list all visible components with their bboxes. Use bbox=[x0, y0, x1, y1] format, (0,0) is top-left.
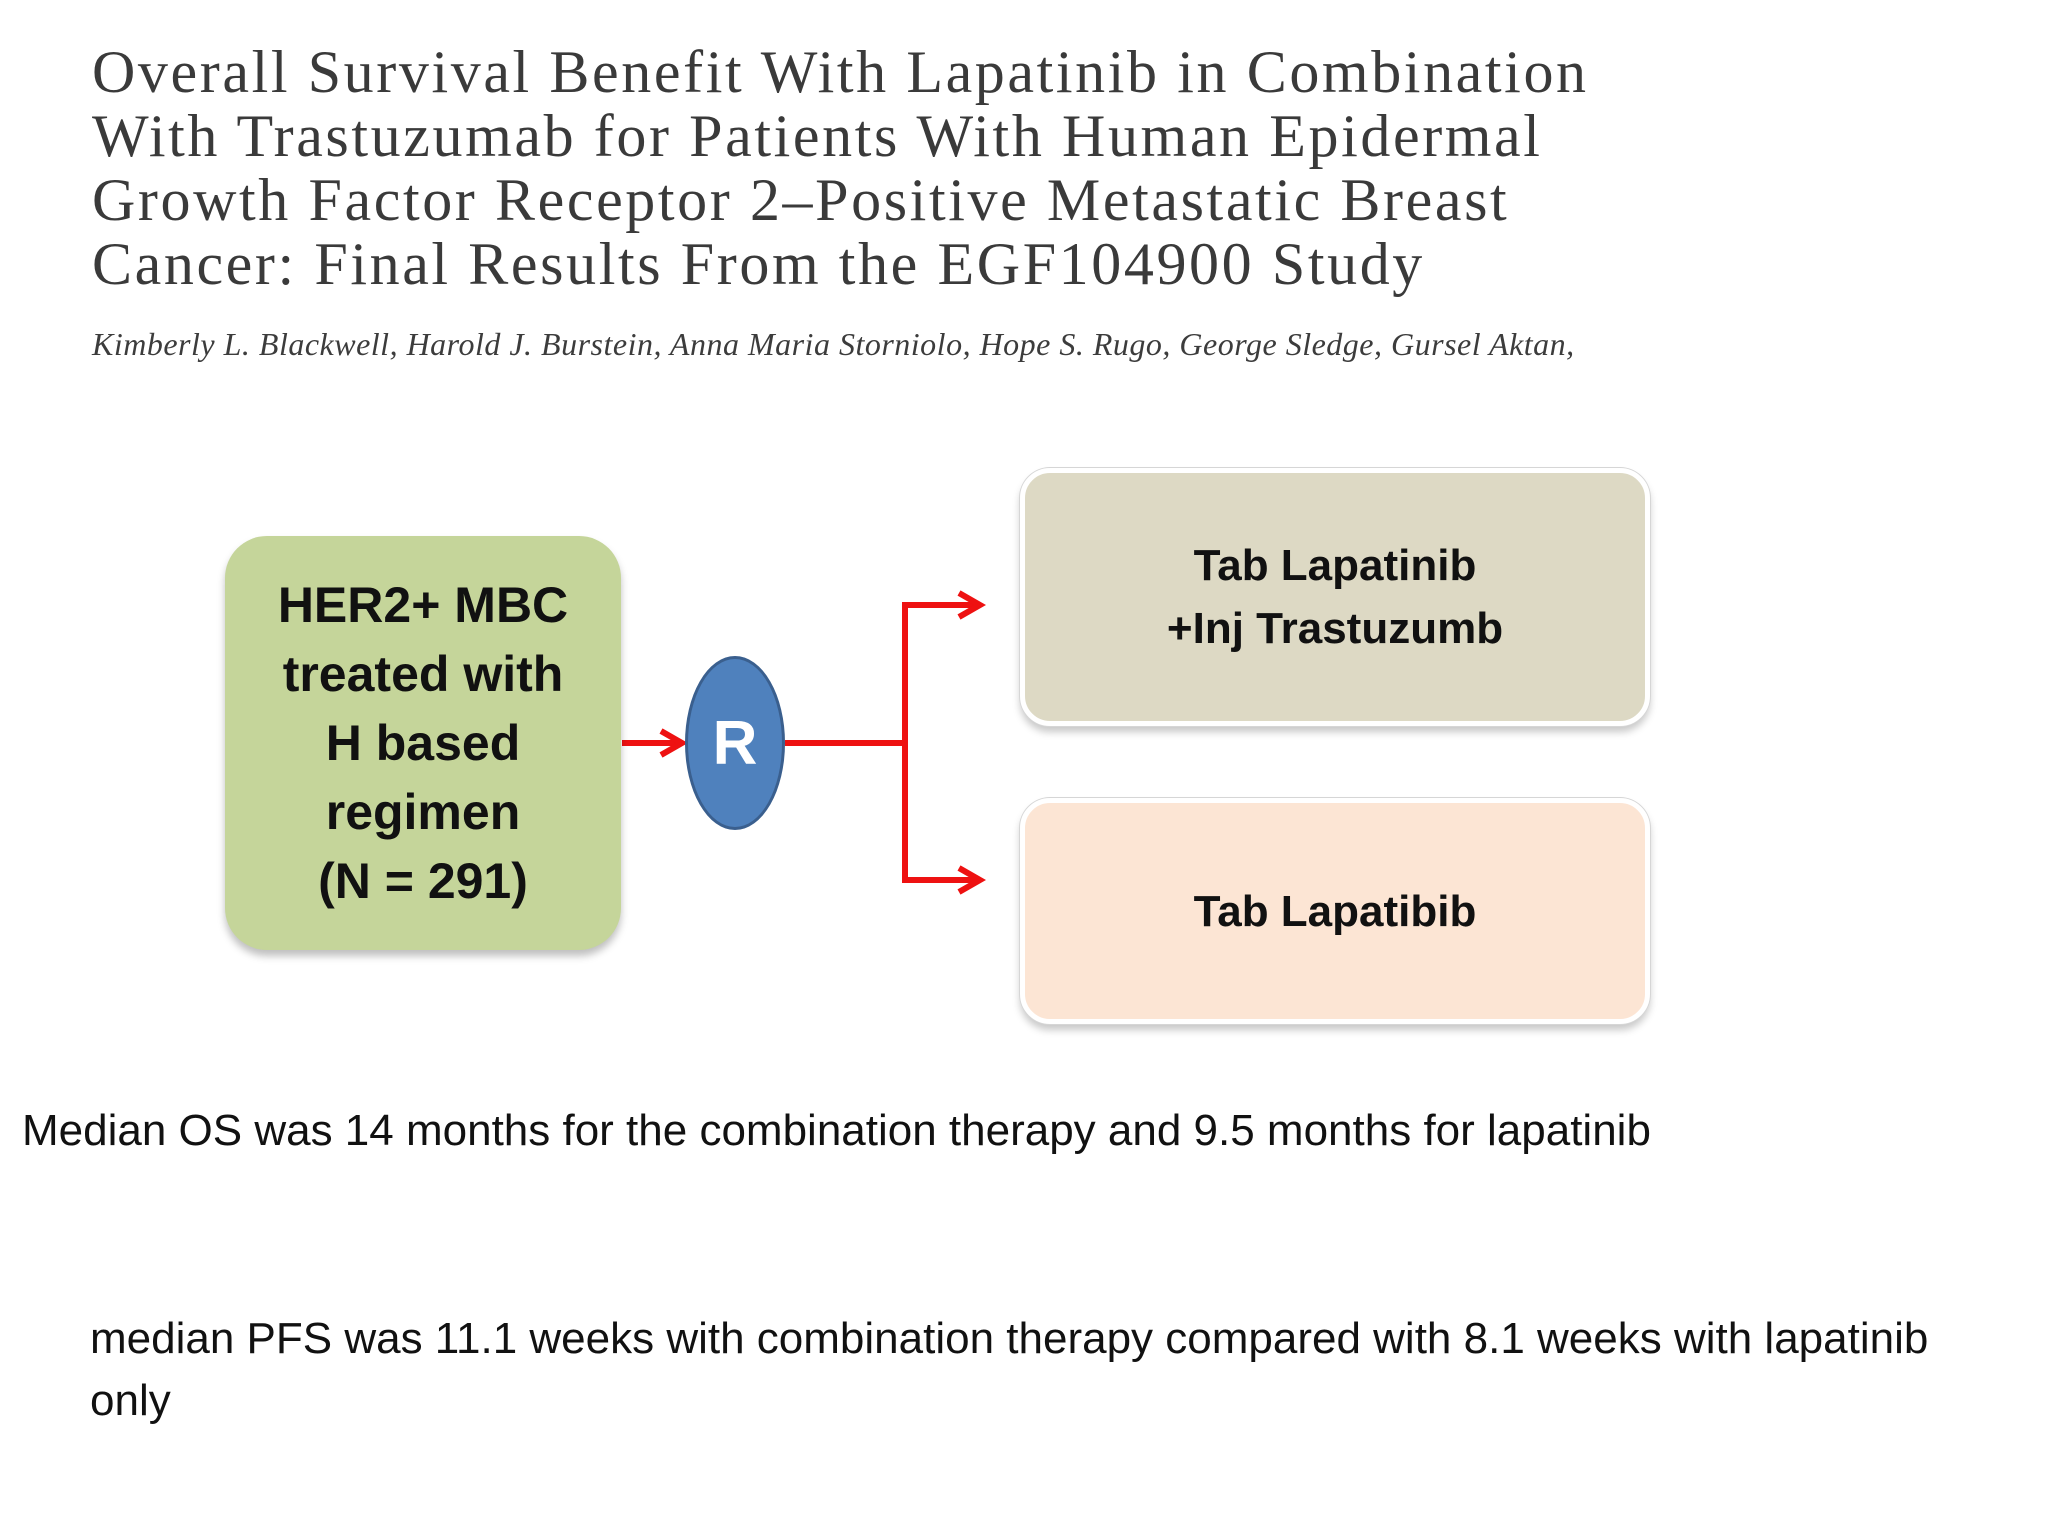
paper-title: Overall Survival Benefit With Lapatinib … bbox=[92, 40, 1992, 296]
title-line: With Trastuzumab for Patients With Human… bbox=[92, 103, 1543, 169]
population-line: treated with bbox=[282, 645, 564, 702]
randomization-node: R bbox=[685, 656, 785, 830]
arm-a-line: +Inj Trastuzumb bbox=[1166, 604, 1504, 653]
arm-monotherapy-box: Tab Lapatibib bbox=[1020, 798, 1650, 1024]
title-line: Growth Factor Receptor 2–Positive Metast… bbox=[92, 167, 1510, 233]
arm-a-line: Tab Lapatinib bbox=[1193, 541, 1477, 590]
population-line: H based bbox=[325, 714, 521, 771]
author-list: Kimberly L. Blackwell, Harold J. Burstei… bbox=[92, 326, 1575, 362]
median-pfs-note: median PFS was 11.1 weeks with combinati… bbox=[90, 1314, 1929, 1425]
arm-combination-box: Tab Lapatinib +Inj Trastuzumb bbox=[1020, 468, 1650, 726]
population-line: regimen bbox=[325, 783, 521, 840]
title-line: Overall Survival Benefit With Lapatinib … bbox=[92, 39, 1589, 105]
population-line: (N = 291) bbox=[318, 852, 528, 909]
population-line: HER2+ MBC bbox=[277, 576, 569, 633]
median-os-note: Median OS was 14 months for the combinat… bbox=[22, 1106, 1651, 1155]
population-box: HER2+ MBC treated with H based regimen (… bbox=[225, 536, 621, 950]
title-line: Cancer: Final Results From the EGF104900… bbox=[92, 231, 1425, 297]
arm-b-label: Tab Lapatibib bbox=[1193, 886, 1477, 936]
